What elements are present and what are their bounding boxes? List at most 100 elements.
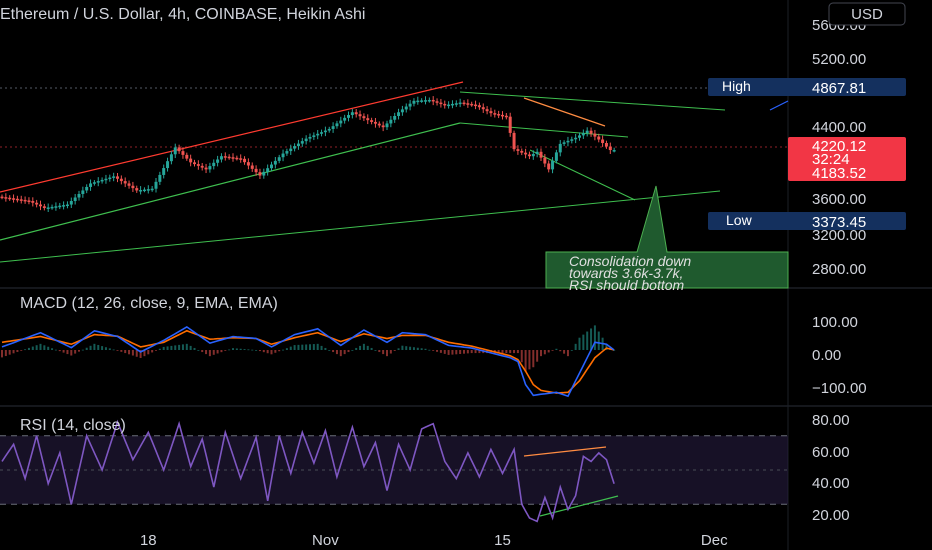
candle-body [316, 133, 320, 136]
candle-body [450, 103, 454, 106]
macd-histogram-bar [374, 350, 377, 351]
macd-histogram-bar [151, 350, 154, 353]
candle-body [347, 115, 350, 118]
macd-histogram-bar [386, 350, 388, 357]
candle-body [412, 100, 416, 104]
macd-histogram-bar [70, 350, 73, 356]
macd-histogram-bar [540, 350, 542, 357]
descending-support-line[interactable] [529, 149, 636, 201]
high-marker: High 4867.81 [708, 78, 906, 97]
price-axis[interactable]: 5600.00 5200.00 4800.00 4400.00 3600.00 … [812, 17, 866, 278]
macd-histogram-bar [39, 343, 42, 350]
macd-histogram-bar [147, 350, 150, 355]
candle-body [262, 171, 266, 176]
rsi-tick: 20.00 [812, 507, 850, 524]
macd-histogram-bar [135, 350, 138, 357]
candle-body [504, 115, 508, 118]
macd-histogram-bar [524, 350, 527, 372]
macd-histogram-bar [578, 337, 581, 350]
candle-body [481, 107, 485, 110]
time-tick: 15 [494, 532, 511, 549]
macd-histogram-bar [12, 350, 15, 354]
macd-histogram-bar [116, 350, 119, 351]
macd-histogram-bar [443, 350, 446, 354]
last-price-secondary: 4183.52 [812, 165, 866, 182]
time-axis[interactable]: 18 Nov 15 Dec [140, 532, 728, 549]
candle-body [50, 206, 54, 209]
rsi-axis[interactable]: 80.00 60.00 40.00 20.00 [812, 412, 850, 524]
candle-body [185, 154, 189, 159]
lower-channel-line[interactable] [0, 122, 461, 241]
candle-body [62, 205, 66, 207]
chart-title: Ethereum / U.S. Dollar, 4h, COINBASE, He… [0, 6, 365, 23]
candle-body [212, 162, 216, 167]
candle-body [77, 193, 81, 198]
macd-histogram-bar [93, 343, 96, 350]
currency-button[interactable]: USD [828, 2, 906, 26]
rsi-tick: 60.00 [812, 444, 850, 461]
macd-histogram-bar [362, 343, 365, 350]
macd-histogram-bar [516, 350, 519, 354]
macd-histogram-bar [16, 350, 19, 352]
macd-histogram-bar [497, 350, 500, 354]
pennant-lower-line[interactable] [459, 122, 629, 138]
low-label: Low [726, 212, 753, 228]
macd-histogram-bar [289, 346, 292, 350]
macd-histogram-bar [505, 350, 508, 354]
trendline-drawings [0, 81, 789, 517]
currency-button-frame [828, 2, 906, 26]
rsi-divergence-top-line[interactable] [523, 446, 607, 457]
macd-histogram-bar [563, 350, 566, 354]
macd-tick: 100.00 [812, 314, 858, 331]
macd-histogram-bar [586, 331, 589, 350]
macd-histogram-bar [158, 348, 161, 350]
candle-body [127, 183, 131, 186]
pennant-upper-line[interactable] [459, 91, 726, 111]
macd-histogram-bar [339, 350, 342, 357]
macd-histogram-bar [351, 350, 354, 351]
macd-histogram-bar [455, 350, 458, 355]
candle-body [339, 120, 343, 124]
macd-line [1, 325, 615, 398]
macd-histogram-bar [212, 350, 215, 355]
candle-body [408, 103, 412, 107]
macd-histogram-bar [78, 350, 80, 352]
candle-body [416, 100, 420, 103]
candle-body [96, 181, 100, 183]
macd-histogram-bar [120, 350, 123, 352]
long-support-line[interactable] [0, 190, 721, 263]
candle-body [447, 104, 451, 107]
projection-line[interactable] [769, 100, 789, 111]
macd-tick: 0.00 [812, 347, 841, 364]
macd-histogram-bar [197, 350, 200, 351]
candle-body [112, 176, 116, 178]
candle-body [439, 102, 443, 105]
macd-histogram-bar [54, 349, 57, 351]
descending-resistance-line[interactable] [523, 97, 606, 127]
macd-axis[interactable]: 100.00 0.00 −100.00 [812, 314, 867, 397]
candle-body [527, 154, 531, 157]
candle-body [489, 111, 493, 114]
macd-histogram-bar [590, 328, 593, 350]
macd-histogram-bar [324, 347, 327, 350]
macd-histogram-bar [166, 346, 169, 350]
rsi-divergence-bottom-line[interactable] [539, 495, 619, 517]
callout-annotation[interactable]: Consolidation down towards 3.6k-3.7k, RS… [545, 185, 789, 293]
candle-body [231, 157, 235, 159]
macd-histogram-bar [451, 350, 454, 355]
macd-histogram-bar [155, 350, 157, 351]
macd-histogram-bar [62, 350, 65, 353]
candle-body [366, 118, 370, 121]
candle-body [327, 128, 331, 131]
candle-body [354, 112, 358, 115]
candle-body [69, 201, 73, 205]
candle-body [196, 164, 200, 166]
macd-histogram-bar [478, 350, 481, 354]
macd-histogram-bar [593, 325, 596, 350]
candle-body [312, 135, 316, 138]
upper-channel-line[interactable] [0, 81, 464, 193]
candle-body [19, 199, 23, 201]
candle-body [381, 125, 385, 128]
macd-histogram-bar [4, 350, 7, 357]
